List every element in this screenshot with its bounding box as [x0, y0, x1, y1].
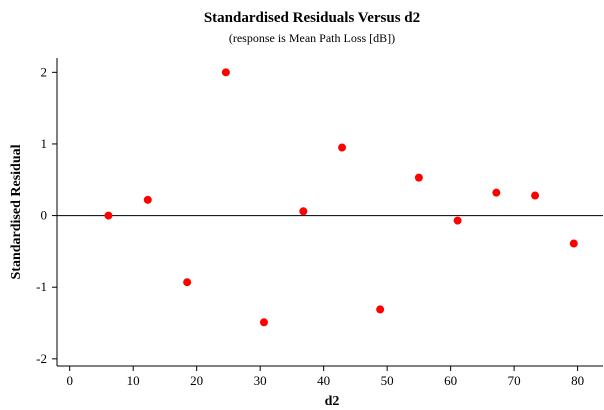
data-point [414, 173, 423, 182]
axes: 0 10 20 30 40 50 60 70 80 -2 -1 0 1 2 [36, 58, 603, 388]
x-axis-label: d2 [325, 394, 340, 409]
data-point [143, 195, 152, 204]
x-tick-label: 80 [571, 373, 584, 388]
chart-title: Standardised Residuals Versus d2 [204, 10, 420, 26]
data-points [104, 68, 578, 327]
data-point [221, 68, 230, 77]
chart-subtitle: (response is Mean Path Loss [dB]) [229, 31, 395, 45]
y-tick-label: 1 [41, 136, 48, 151]
y-tick-label: 2 [41, 64, 48, 79]
x-tick-label: 30 [254, 373, 267, 388]
x-tick-label: 10 [127, 373, 140, 388]
x-tick-label: 70 [508, 373, 521, 388]
data-point [492, 188, 501, 197]
y-tick-label: 0 [41, 208, 48, 223]
data-point [376, 305, 385, 314]
x-tick-label: 40 [317, 373, 330, 388]
data-point [259, 318, 268, 327]
x-tick-label: 60 [444, 373, 457, 388]
x-tick-label: 0 [66, 373, 73, 388]
y-axis-label: Standardised Residual [9, 144, 24, 279]
data-point [183, 278, 192, 287]
data-point [569, 239, 578, 248]
data-point [453, 216, 462, 225]
x-tick-label: 20 [190, 373, 203, 388]
data-point [104, 211, 113, 220]
y-tick-label: -1 [36, 279, 47, 294]
data-point [338, 143, 347, 152]
y-tick-label: -2 [36, 351, 47, 366]
data-point [531, 191, 540, 200]
x-tick-label: 50 [381, 373, 394, 388]
data-point [299, 207, 308, 216]
